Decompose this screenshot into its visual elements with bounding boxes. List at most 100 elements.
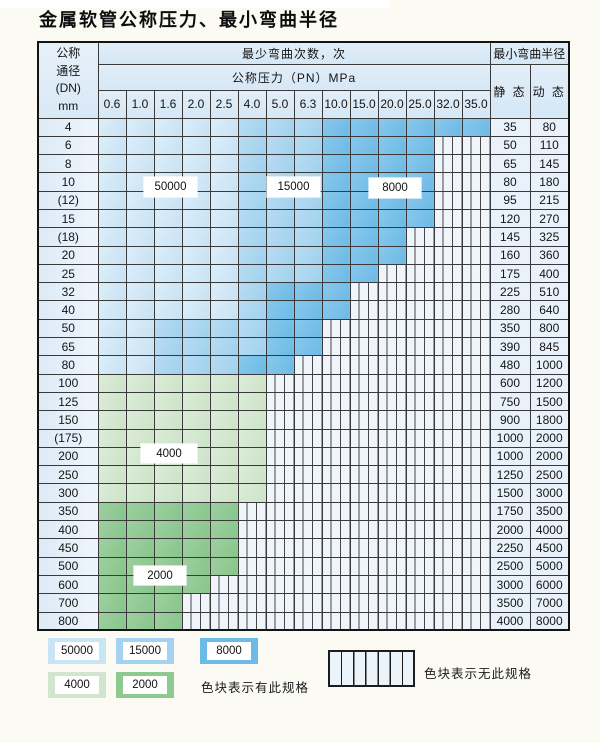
no-spec-cell <box>461 483 491 503</box>
no-spec-cell <box>321 574 351 595</box>
spec-cell <box>97 428 127 448</box>
no-spec-cell <box>461 556 491 576</box>
spec-cell <box>237 117 267 137</box>
table-row: 600 3000 6000 <box>37 574 570 595</box>
dynamic-radius-cell: 4000 <box>529 520 570 540</box>
spec-cell <box>265 227 295 247</box>
spec-cell <box>321 172 351 192</box>
dn-cell: 32 <box>37 282 99 302</box>
spec-cell <box>349 227 379 247</box>
pressure-value: 20.0 <box>377 89 407 119</box>
no-spec-cell <box>433 520 463 540</box>
dynamic-radius-cell: 2500 <box>529 465 570 485</box>
spec-cell <box>209 465 239 485</box>
dynamic-radius-cell: 7000 <box>529 593 570 613</box>
no-spec-cell <box>349 465 379 485</box>
no-spec-cell <box>181 611 211 631</box>
dn-cell: 125 <box>37 391 99 412</box>
no-spec-cell <box>461 428 491 448</box>
spec-cell <box>405 208 435 229</box>
no-spec-cell <box>433 263 463 284</box>
spec-cell <box>181 263 211 284</box>
dn-header-line: mm <box>58 98 79 113</box>
dn-cell: (12) <box>37 190 99 210</box>
spec-cell <box>265 208 295 229</box>
table-row: (175) 1000 2000 <box>37 428 570 448</box>
static-radius-cell: 35 <box>489 117 531 137</box>
spec-cell <box>405 117 435 137</box>
no-spec-cell <box>321 465 351 485</box>
spec-cell <box>293 337 323 357</box>
no-spec-cell <box>209 593 239 613</box>
no-spec-cell <box>349 446 379 467</box>
spec-cell <box>181 465 211 485</box>
no-spec-cell <box>293 593 323 613</box>
dn-cell: 500 <box>37 556 99 576</box>
spec-cell <box>209 117 239 137</box>
spec-cell <box>405 135 435 156</box>
spec-cell <box>321 154 351 174</box>
no-spec-cell <box>349 483 379 503</box>
dn-cell: 40 <box>37 300 99 320</box>
spec-cell <box>181 337 211 357</box>
spec-cell <box>237 446 267 467</box>
spec-cell <box>125 135 155 156</box>
dynamic-header: 动 态 <box>529 63 570 119</box>
no-spec-cell <box>433 373 463 393</box>
no-spec-cell <box>433 355 463 375</box>
no-spec-cell <box>349 593 379 613</box>
no-spec-cell <box>349 538 379 558</box>
spec-cell <box>265 135 295 156</box>
spec-cell <box>97 520 127 540</box>
spec-cell <box>125 501 155 522</box>
spec-cell <box>405 154 435 174</box>
spec-cell <box>153 208 183 229</box>
spec-cell <box>181 410 211 430</box>
no-spec-cell <box>461 282 491 302</box>
spec-cell <box>321 190 351 210</box>
static-radius-cell: 160 <box>489 245 531 265</box>
dn-cell: 8 <box>37 154 99 174</box>
no-spec-cell <box>293 355 323 375</box>
no-spec-cell <box>209 574 239 595</box>
table-body: 4 35 80 6 50 110 8 65 145 10 80 180 (12) 95 215 15 120 27… <box>37 117 570 631</box>
table-row: 65 390 845 <box>37 337 570 357</box>
no-spec-cell <box>461 593 491 613</box>
no-spec-cell <box>405 282 435 302</box>
spec-cell <box>153 391 183 412</box>
no-spec-cell <box>321 318 351 339</box>
no-spec-cell <box>349 300 379 320</box>
no-spec-cell <box>293 410 323 430</box>
table-row: 450 2250 4500 <box>37 538 570 558</box>
spec-cell <box>237 410 267 430</box>
spec-cell <box>293 227 323 247</box>
no-spec-cell <box>461 373 491 393</box>
no-spec-cell <box>461 538 491 558</box>
no-spec-cell <box>405 446 435 467</box>
spec-cell <box>97 501 127 522</box>
no-spec-cell <box>377 263 407 284</box>
spec-cell <box>349 263 379 284</box>
no-spec-cell <box>461 355 491 375</box>
spec-cell <box>209 391 239 412</box>
no-spec-cell <box>405 300 435 320</box>
no-spec-cell <box>349 318 379 339</box>
spec-cell <box>321 208 351 229</box>
no-spec-cell <box>349 520 379 540</box>
spec-cell <box>97 300 127 320</box>
static-radius-cell: 280 <box>489 300 531 320</box>
static-radius-cell: 390 <box>489 337 531 357</box>
spec-cell <box>125 593 155 613</box>
spec-cell <box>97 483 127 503</box>
spec-cell <box>209 556 239 576</box>
dynamic-radius-cell: 845 <box>529 337 570 357</box>
spec-cell <box>153 483 183 503</box>
dn-cell: 600 <box>37 574 99 595</box>
spec-cell <box>125 410 155 430</box>
dynamic-radius-cell: 1000 <box>529 355 570 375</box>
static-radius-cell: 1000 <box>489 428 531 448</box>
legend-swatch-8000: 8000 <box>200 638 258 664</box>
spec-cell <box>349 208 379 229</box>
no-spec-cell <box>461 172 491 192</box>
no-spec-cell <box>293 483 323 503</box>
